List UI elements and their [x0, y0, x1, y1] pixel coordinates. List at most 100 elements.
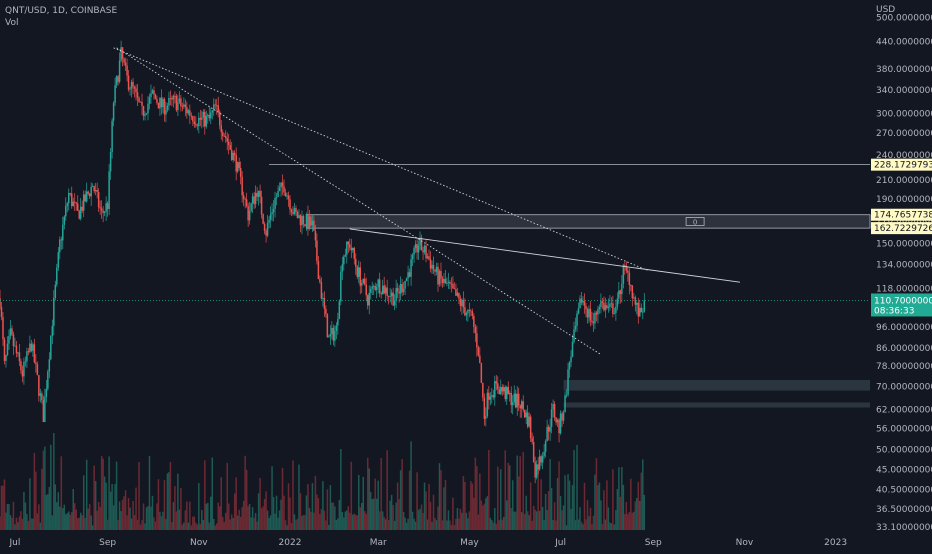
- candle-body: [248, 210, 251, 221]
- volume-bar: [289, 497, 291, 530]
- x-tick-label: Nov: [736, 538, 754, 548]
- zone-marker-icon[interactable]: [685, 217, 705, 226]
- volume-bar: [517, 476, 520, 530]
- candle-body: [71, 193, 73, 207]
- volume-bar: [27, 520, 30, 530]
- candle-body: [399, 283, 402, 294]
- price-axis[interactable]: 500.00000000 440.00000000 380.00000000 340.…: [876, 13, 932, 533]
- candle-body: [426, 256, 429, 259]
- candle-body: [50, 335, 52, 360]
- y-tick-label: 190.00000000: [876, 195, 932, 205]
- volume-bar: [174, 486, 176, 530]
- volume-bar: [103, 476, 106, 530]
- volume-bar: [298, 464, 300, 530]
- candle-body: [96, 190, 98, 192]
- y-tick-label: 210.00000000: [876, 176, 932, 186]
- volume-bar: [78, 517, 80, 530]
- volume-bar: [323, 510, 326, 530]
- volume-bar: [534, 509, 536, 530]
- volume-bar: [550, 488, 553, 530]
- volume-bar: [568, 480, 571, 530]
- volume-bar: [94, 481, 97, 530]
- volume-bar: [299, 493, 302, 530]
- trendline-layer[interactable]: [113, 47, 741, 355]
- candle-body: [24, 361, 27, 363]
- volume-bar: [591, 524, 593, 530]
- trend-line[interactable]: [113, 47, 648, 271]
- candle-body: [476, 333, 478, 348]
- candle-body: [118, 60, 121, 82]
- volume-bar: [178, 509, 181, 530]
- candle-body: [462, 299, 465, 308]
- candle-body: [139, 101, 142, 103]
- volume-bar: [284, 520, 287, 530]
- volume-bar: [39, 522, 42, 530]
- volume-bar: [168, 472, 170, 530]
- volume-bar: [579, 507, 581, 530]
- volume-bar: [571, 485, 574, 530]
- y-tick-label: 62.00000000: [876, 405, 932, 415]
- candle-body: [491, 395, 493, 397]
- candle-body: [340, 271, 342, 302]
- volume-bar: [76, 518, 79, 530]
- volume-bar: [612, 469, 614, 530]
- volume-bar: [213, 518, 215, 530]
- candle-body: [12, 334, 15, 347]
- volume-bar: [54, 484, 57, 530]
- candle-body: [175, 95, 178, 111]
- volume-bar: [29, 478, 31, 530]
- trend-line[interactable]: [349, 228, 741, 283]
- candle-body: [308, 216, 311, 230]
- candle-body: [538, 456, 541, 470]
- candle-body: [383, 285, 385, 294]
- candle-body: [501, 387, 504, 392]
- candle-body: [402, 288, 405, 293]
- candle-body: [452, 283, 454, 289]
- candle-body: [232, 152, 234, 161]
- volume-bar: [341, 512, 344, 530]
- candle-body: [44, 397, 46, 423]
- volume-bar: [226, 462, 228, 530]
- volume-bar: [328, 524, 330, 530]
- candle-body: [27, 351, 30, 353]
- volume-bar: [468, 511, 471, 530]
- volume-bar: [0, 485, 3, 530]
- volume-bar: [99, 506, 101, 530]
- candle-body: [271, 212, 273, 215]
- volume-bar: [359, 507, 362, 530]
- candle-body: [133, 86, 136, 89]
- volume-bar: [437, 506, 439, 530]
- candle-body: [577, 308, 580, 314]
- candle-body: [347, 241, 350, 245]
- candle-body: [443, 279, 445, 284]
- volume-bar: [18, 516, 21, 530]
- time-axis[interactable]: Jul Sep Nov 2022 Mar May Jul Sep Nov 2023: [9, 538, 848, 548]
- volume-bar: [453, 525, 456, 530]
- zone-rect: [306, 214, 871, 229]
- volume-bar: [338, 500, 341, 530]
- candle-body: [621, 283, 623, 295]
- candle-body: [375, 287, 378, 290]
- countdown-timer: 08:36:33: [874, 306, 914, 316]
- volume-bar: [506, 500, 508, 530]
- volume-bar: [443, 487, 445, 530]
- candle-body: [615, 306, 617, 313]
- volume-bar: [81, 515, 83, 530]
- volume-bar: [302, 514, 305, 530]
- x-tick-label: 2022: [279, 538, 302, 548]
- candle-body: [601, 301, 604, 303]
- volume-bar: [570, 508, 572, 530]
- trend-line[interactable]: [116, 47, 602, 355]
- volume-bar: [576, 444, 578, 530]
- candle-body: [459, 298, 462, 307]
- volume-bar: [386, 450, 388, 530]
- symbol-title[interactable]: QNT/USD, 1D, COINBASE: [5, 6, 118, 16]
- candle-body: [277, 191, 279, 197]
- candle-body: [514, 393, 517, 408]
- volume-bar: [189, 501, 191, 530]
- volume-label[interactable]: Vol: [5, 18, 19, 28]
- volume-bar: [358, 474, 360, 530]
- volume-bar: [121, 499, 124, 530]
